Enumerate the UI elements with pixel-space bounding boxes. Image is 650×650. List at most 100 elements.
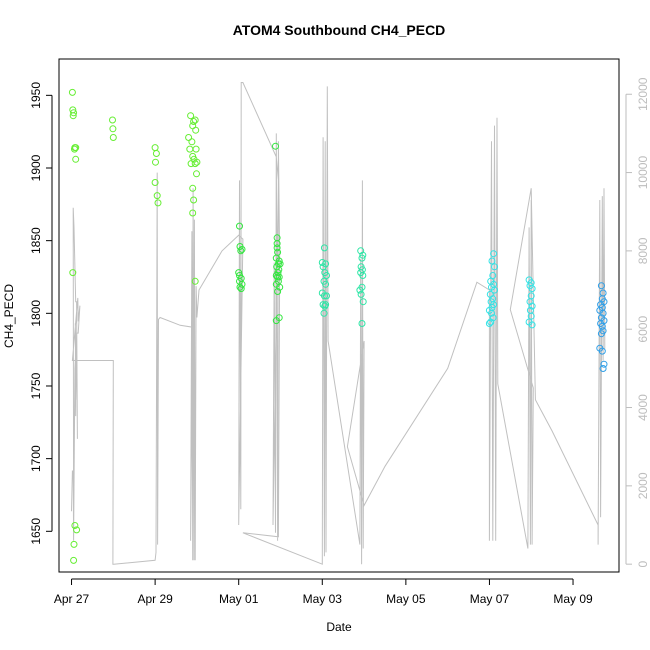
scatter-point-layer bbox=[68, 88, 608, 564]
data-point bbox=[235, 269, 243, 277]
y-axis-label: CH4_PECD bbox=[2, 284, 16, 348]
data-point bbox=[487, 318, 495, 326]
x-tick-label: May 01 bbox=[219, 592, 259, 606]
data-point bbox=[273, 244, 281, 252]
x-tick-label: May 05 bbox=[386, 592, 426, 606]
y-tick-label: 1850 bbox=[29, 227, 43, 254]
data-point bbox=[69, 269, 77, 277]
y-tick-label: 1700 bbox=[29, 445, 43, 472]
data-point bbox=[151, 144, 159, 152]
data-point bbox=[276, 283, 284, 291]
data-point bbox=[359, 272, 367, 279]
data-point bbox=[600, 360, 608, 368]
y2-tick-label: 0 bbox=[636, 561, 650, 568]
data-point bbox=[490, 250, 498, 258]
data-point bbox=[191, 160, 199, 168]
data-point bbox=[191, 277, 199, 285]
data-point bbox=[320, 244, 328, 252]
data-point bbox=[322, 280, 330, 288]
data-point bbox=[190, 196, 198, 204]
data-point bbox=[151, 179, 159, 186]
y-tick-label: 1650 bbox=[29, 518, 43, 545]
data-point bbox=[323, 292, 330, 300]
data-point bbox=[599, 309, 607, 317]
data-point bbox=[320, 309, 328, 317]
data-point bbox=[190, 118, 198, 125]
data-point bbox=[359, 251, 367, 259]
data-point bbox=[153, 192, 161, 200]
data-point bbox=[72, 155, 80, 163]
data-point bbox=[68, 88, 76, 96]
data-point bbox=[187, 112, 195, 120]
data-point bbox=[71, 145, 78, 153]
data-point bbox=[188, 138, 196, 146]
x-tick-label: May 07 bbox=[470, 592, 510, 606]
data-point bbox=[273, 240, 281, 248]
data-point bbox=[275, 257, 283, 265]
data-point bbox=[189, 122, 197, 130]
data-point bbox=[71, 522, 79, 529]
data-point bbox=[236, 222, 243, 230]
data-point bbox=[193, 170, 200, 178]
data-point bbox=[72, 144, 80, 152]
x-axis: Apr 27 Apr 29 May 01 May 03 May 05 May 07 May … bbox=[54, 578, 593, 606]
data-point bbox=[70, 540, 78, 548]
y-tick-label: 1800 bbox=[29, 300, 43, 327]
data-point bbox=[109, 125, 117, 133]
data-point bbox=[526, 298, 534, 306]
data-point bbox=[185, 134, 193, 141]
data-point bbox=[73, 526, 81, 534]
y2-tick-label: 8000 bbox=[636, 237, 650, 264]
data-point bbox=[528, 302, 536, 310]
secondary-line-layer bbox=[71, 82, 606, 565]
data-point bbox=[357, 290, 365, 298]
x-tick-label: Apr 29 bbox=[137, 592, 173, 606]
y2-tick-label: 12000 bbox=[636, 77, 650, 111]
data-point bbox=[528, 285, 536, 293]
x-tick-label: May 09 bbox=[553, 592, 593, 606]
data-point bbox=[528, 321, 536, 329]
data-point bbox=[272, 142, 279, 150]
data-point bbox=[318, 259, 326, 266]
y-tick-label: 1750 bbox=[29, 372, 43, 399]
y-axis: 1650 1700 1750 1800 1850 1900 1950 bbox=[29, 82, 53, 545]
data-point bbox=[321, 302, 329, 310]
data-point bbox=[357, 247, 365, 255]
data-point bbox=[597, 330, 605, 338]
secondary-series-line bbox=[71, 82, 606, 565]
data-point bbox=[275, 266, 283, 274]
data-point bbox=[597, 282, 605, 290]
data-point bbox=[186, 145, 194, 153]
data-point bbox=[358, 320, 366, 327]
data-point bbox=[191, 116, 199, 124]
data-point bbox=[193, 158, 201, 166]
data-point bbox=[274, 288, 282, 295]
data-point bbox=[323, 272, 330, 279]
data-point bbox=[69, 112, 77, 120]
chart-title: ATOM4 Southbound CH4_PECD bbox=[233, 22, 446, 38]
data-point bbox=[598, 322, 606, 330]
x-tick-label: Apr 27 bbox=[54, 592, 90, 606]
data-point bbox=[320, 292, 328, 300]
data-point bbox=[109, 116, 116, 124]
y2-tick-label: 4000 bbox=[636, 394, 650, 421]
data-point bbox=[358, 254, 366, 262]
y-tick-label: 1900 bbox=[29, 154, 43, 181]
data-point bbox=[70, 109, 78, 117]
data-point bbox=[359, 298, 367, 306]
data-point bbox=[152, 158, 159, 166]
data-point bbox=[109, 134, 117, 141]
x-tick-label: May 03 bbox=[303, 592, 343, 606]
data-point bbox=[152, 150, 160, 157]
data-point bbox=[598, 347, 606, 355]
plot-frame bbox=[58, 58, 620, 573]
data-point bbox=[319, 301, 327, 309]
data-point bbox=[192, 145, 200, 153]
y2-axis: 0 2000 4000 6000 8000 10000 12000 bbox=[625, 77, 650, 568]
data-point bbox=[189, 209, 197, 217]
data-point bbox=[238, 245, 246, 253]
x-axis-label: Date bbox=[326, 620, 352, 634]
data-point bbox=[491, 263, 498, 271]
data-point bbox=[189, 184, 197, 192]
